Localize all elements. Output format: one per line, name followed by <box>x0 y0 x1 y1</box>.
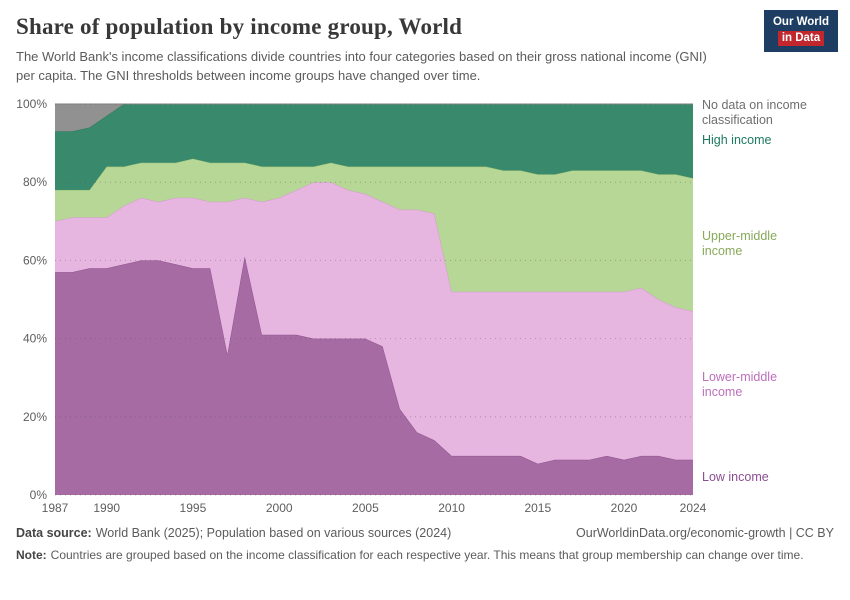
series-label-no-data: No data on income classification <box>702 97 807 127</box>
owid-logo-line2: in Data <box>777 30 825 46</box>
x-axis-tick: 1995 <box>180 501 207 515</box>
owid-logo[interactable]: Our World in Data <box>763 10 838 52</box>
x-axis-tick: 2024 <box>680 501 707 515</box>
y-axis-tick: 20% <box>23 409 47 423</box>
x-axis-tick: 2020 <box>611 501 638 515</box>
footer: Data source: World Bank (2025); Populatio… <box>0 522 850 564</box>
x-axis-tick: 2005 <box>352 501 379 515</box>
series-label-high-income: High income <box>702 133 772 148</box>
credit-link[interactable]: OurWorldinData.org/economic-growth | CC … <box>576 525 834 540</box>
chart-subtitle: The World Bank's income classifications … <box>16 49 707 83</box>
data-source: Data source: World Bank (2025); Populatio… <box>16 526 451 540</box>
data-source-label: Data source: <box>16 525 92 540</box>
data-source-text: World Bank (2025); Population based on v… <box>95 525 452 540</box>
chart-svg: 0% 20% 40% 60% 80% 100% 1987 1990 1995 2000 2005 20… <box>16 97 707 515</box>
area-no-data[interactable] <box>55 103 693 132</box>
series-label-lower-middle-income: Lower-middle income <box>702 370 778 400</box>
source-row: Data source: World Bank (2025); Populatio… <box>16 526 834 540</box>
area-lower-middle-income[interactable] <box>55 181 693 464</box>
y-axis-tick: 0% <box>30 488 48 502</box>
x-axis-tick: 1987 <box>42 501 69 515</box>
note-label: Note: <box>16 547 47 562</box>
area-upper-middle-income[interactable] <box>55 158 693 311</box>
x-axis-tick: 2000 <box>266 501 293 515</box>
y-axis-tick: 40% <box>23 331 47 345</box>
x-axis-tick: 2010 <box>438 501 465 515</box>
x-axis-tick: 1990 <box>93 501 120 515</box>
note: Note: Countries are grouped based on the … <box>16 547 834 564</box>
page-title: Share of population by income group, Wor… <box>16 14 463 39</box>
series-label-low-income: Low income <box>702 469 769 484</box>
note-text: Countries are grouped based on the incom… <box>50 547 804 562</box>
chart: 0% 20% 40% 60% 80% 100% 1987 1990 1995 2000 2005 20… <box>0 94 850 522</box>
area-low-income[interactable] <box>55 256 693 495</box>
header: Share of population by income group, Wor… <box>0 0 850 86</box>
area-high-income[interactable] <box>55 103 693 190</box>
y-axis-tick: 60% <box>23 253 47 267</box>
owid-logo-line1: Our World <box>772 16 829 28</box>
y-axis-tick: 80% <box>23 175 47 189</box>
y-axis-tick: 100% <box>16 97 47 111</box>
x-axis-tick: 2015 <box>524 501 551 515</box>
series-label-upper-middle-income: Upper-middle income <box>702 229 778 259</box>
